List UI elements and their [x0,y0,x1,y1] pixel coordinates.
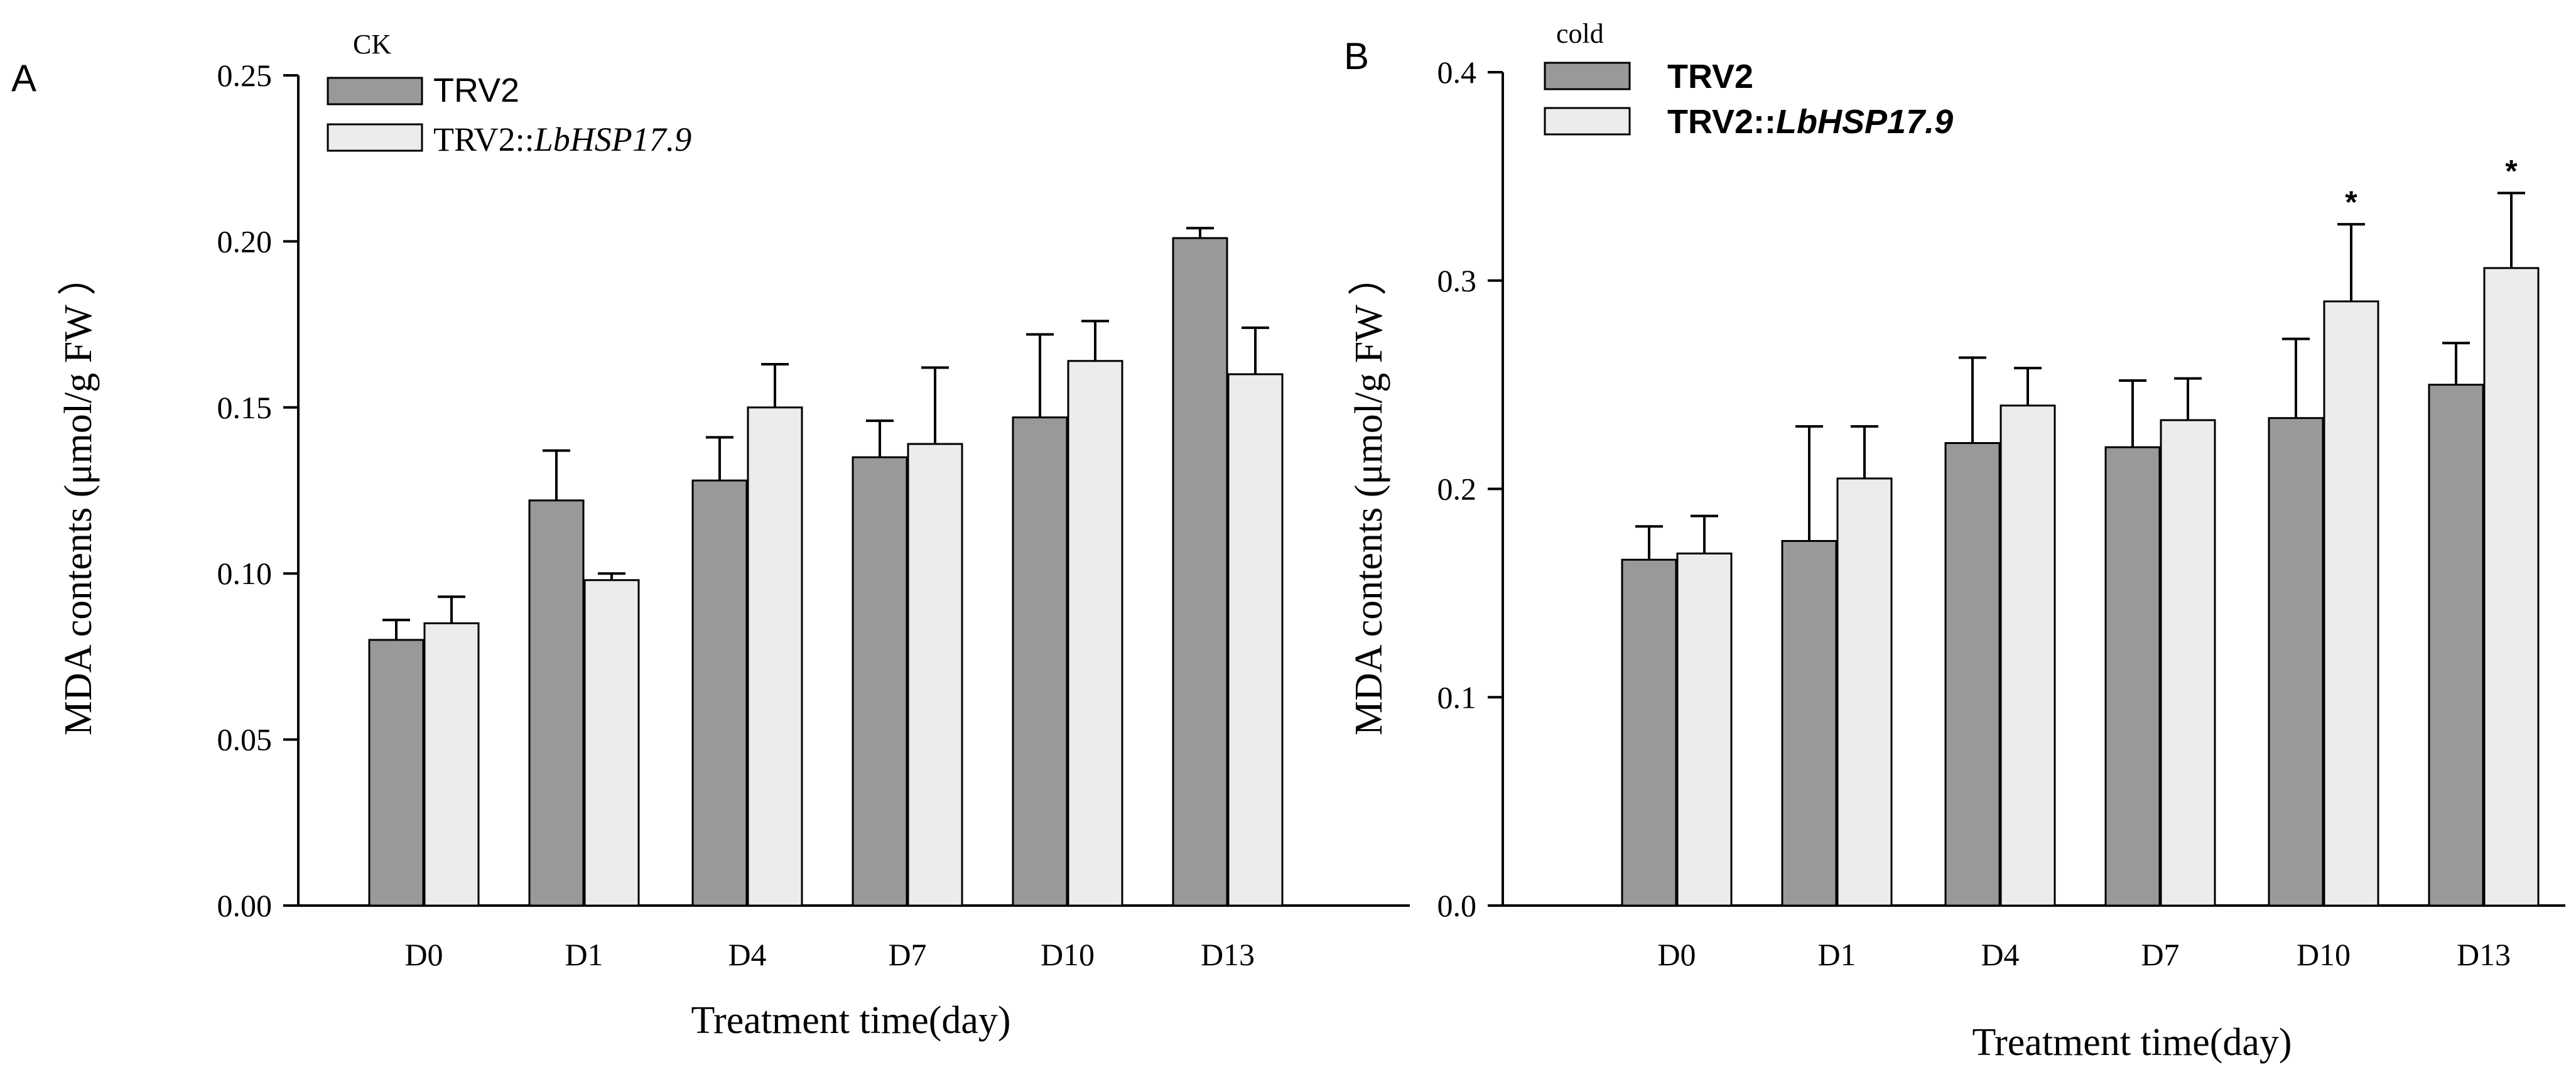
bar-trv2-d1 [1781,539,1837,907]
panel-label-b: B [1344,35,1369,77]
bar-lbhsp-d0 [423,622,480,907]
y-tick-label: 0.25 [217,58,273,93]
y-tick-label: 0.00 [217,888,273,923]
legend-label-a-trv2: TRV2 [433,72,519,109]
panel-label-a: A [11,57,36,99]
x-axis-title-b: Treatment time(day) [1972,1021,2292,1064]
legend-swatch-a-lbhsp [327,123,423,152]
chart-panel-a: A MDA contents (μmol/g FW ） Treatment ti… [11,29,1410,1042]
bar-trv2-d7 [2104,446,2161,907]
x-tick-label: D13 [2457,937,2511,972]
x-tick-label: D7 [2141,937,2179,972]
x-tick-label: D0 [404,937,443,972]
bar-trv2-d1 [528,499,585,907]
x-tick-label: D7 [888,937,926,972]
bar-lbhsp-d7 [907,443,963,907]
bar-trv2-d13 [2428,384,2484,907]
bar-trv2-d10 [2268,417,2324,907]
y-axis-title-a: MDA contents (μmol/g FW ） [57,257,100,735]
bar-trv2-d10 [1012,416,1068,907]
legend-swatch-b-trv2 [1544,62,1631,90]
y-tick-label: 0.15 [217,390,273,425]
significance-star: * [2345,185,2357,220]
legend-a: CK TRV2 TRV2::LbHSP17.9 [327,29,691,158]
y-axis-title-b: MDA contents (μmol/g FW ） [1348,257,1390,735]
x-tick-label: D4 [1981,937,2019,972]
bar-lbhsp-d13 [1227,373,1284,907]
bar-lbhsp-d10 [1067,360,1123,907]
x-tick-label: D1 [1817,937,1856,972]
y-tick-label: 0.20 [217,224,273,259]
y-tick-label: 0.10 [217,556,273,591]
x-tick-label: D13 [1201,937,1255,972]
significance-star: * [2505,153,2518,188]
y-tick-label: 0.0 [1437,888,1477,923]
bar-lbhsp-d0 [1676,552,1733,907]
bar-lbhsp-d13 [2483,267,2540,907]
y-tick-label: 0.3 [1437,263,1477,298]
legend-title-a: CK [353,29,391,60]
bar-lbhsp-d4 [747,406,803,907]
chart-panel-b: B MDA contents (μmol/g FW ） Treatment ti… [1344,18,2565,1064]
x-tick-label: D4 [728,937,766,972]
x-tick-label: D1 [565,937,603,972]
legend-title-b: cold [1556,18,1604,49]
legend-swatch-a-trv2 [327,77,423,106]
y-tick-label: 0.4 [1437,55,1477,90]
y-tick-label: 0.2 [1437,472,1477,507]
legend-label-b-trv2: TRV2 [1667,58,1753,95]
x-tick-label: D10 [2297,937,2351,972]
y-tick-label: 0.1 [1437,679,1477,715]
bar-trv2-d0 [1621,558,1677,907]
bar-trv2-d0 [368,639,425,907]
bar-trv2-d7 [852,456,908,907]
legend-label-a-lbhsp: TRV2::LbHSP17.9 [433,121,691,158]
bar-lbhsp-d1 [583,579,640,907]
legend-label-b-lbhsp: TRV2::LbHSP17.9 [1667,103,1953,141]
x-tick-label: D10 [1041,937,1095,972]
y-tick-label: 0.05 [217,722,273,757]
bar-trv2-d13 [1172,237,1228,907]
legend-swatch-b-lbhsp [1544,107,1631,136]
bar-lbhsp-d7 [2160,419,2216,907]
x-tick-label: D0 [1657,937,1696,972]
legend-b: cold TRV2 TRV2::LbHSP17.9 [1544,18,1953,141]
x-axis-title-a: Treatment time(day) [691,999,1010,1042]
bar-lbhsp-d10 [2323,300,2379,907]
bar-lbhsp-d1 [1836,477,1893,907]
bar-lbhsp-d4 [2000,404,2056,907]
bar-trv2-d4 [1944,442,2001,907]
bar-trv2-d4 [691,479,748,907]
